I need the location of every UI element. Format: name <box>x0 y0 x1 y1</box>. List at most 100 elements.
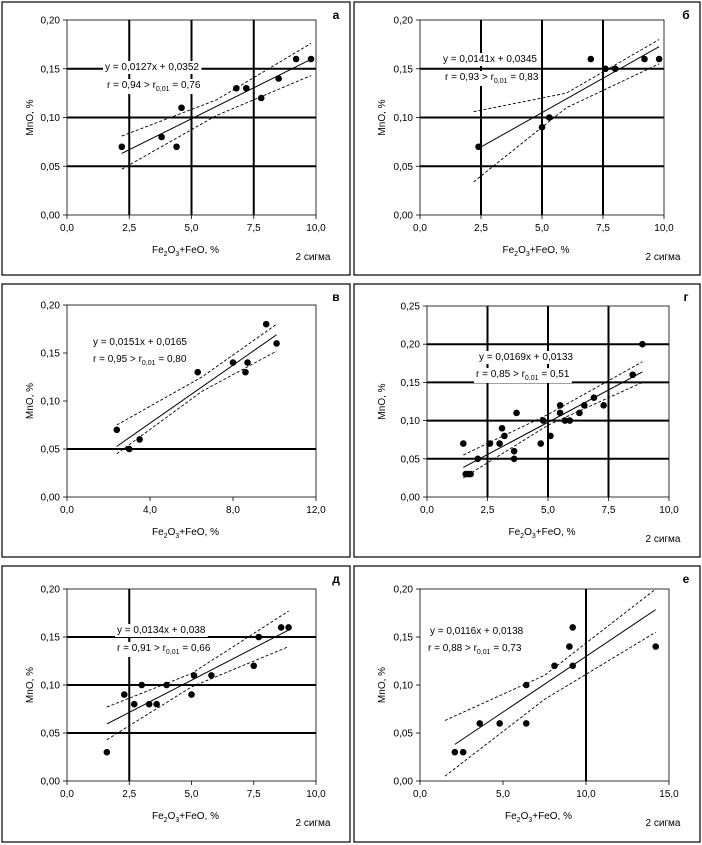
data-point <box>510 447 518 455</box>
sigma-label: 2 сигма <box>645 818 680 829</box>
panel-frame <box>1 565 351 843</box>
regression-equation: y = 0,0127x + 0,0352 <box>105 62 199 73</box>
y-tick-label: 0,25 <box>401 302 421 313</box>
label-background <box>91 336 190 349</box>
data-point <box>244 359 251 366</box>
data-point <box>652 643 660 650</box>
y-tick-label: 0,10 <box>401 416 421 427</box>
data-point <box>273 340 280 347</box>
data-point <box>569 624 577 631</box>
data-point <box>173 143 180 151</box>
x-axis-label: Fe2O3+FeO, % <box>152 811 219 824</box>
label-background <box>105 79 203 94</box>
data-point <box>285 624 292 631</box>
confidence-band-lower <box>116 350 277 455</box>
x-tick-label: 0,0 <box>413 223 427 234</box>
x-tick-label: 8,0 <box>226 505 240 516</box>
data-point <box>277 624 285 631</box>
data-point <box>188 691 195 698</box>
data-point <box>501 432 508 440</box>
panel-letter: а <box>333 8 340 22</box>
x-axis-label: Fe2O3+FeO, % <box>508 527 575 540</box>
regression-equation: y = 0,0151x + 0,0165 <box>93 337 187 348</box>
y-tick-label: 0,20 <box>41 301 61 312</box>
label-background <box>443 71 541 86</box>
x-axis-label: Fe2O3+FeO, % <box>152 527 219 540</box>
x-tick-label: 5,0 <box>185 789 199 800</box>
data-point <box>194 368 202 376</box>
data-point <box>641 55 648 63</box>
data-point <box>250 662 258 670</box>
y-tick-label: 0,00 <box>401 493 421 504</box>
label-background <box>441 53 540 66</box>
data-point <box>496 440 503 447</box>
data-point <box>138 681 145 689</box>
x-axis-label: Fe2O3+FeO, % <box>152 245 219 258</box>
panel-letter: е <box>683 572 690 586</box>
y-tick-label: 0,05 <box>401 454 421 465</box>
data-point <box>522 720 530 727</box>
x-axis-label: Fe2O3+FeO, % <box>505 811 572 824</box>
y-tick-label: 0,00 <box>41 777 61 788</box>
label-background <box>91 353 189 368</box>
y-tick-label: 0,15 <box>394 64 414 75</box>
panel-letter: б <box>682 8 689 22</box>
label-background <box>103 61 202 74</box>
data-point <box>556 402 564 409</box>
panel-letter: г <box>684 290 689 304</box>
data-point <box>255 633 263 641</box>
correlation-text: r = 0,93 > r0,01 = 0,83 <box>445 72 539 85</box>
regression-equation: y = 0,0116x + 0,0138 <box>430 626 524 637</box>
chart-panel-2: 0,0 4,0 8,0 12,0 0,00 0,05 0,10 0,15 0,20 y = 0,0… <box>1 283 351 558</box>
data-point <box>208 672 215 679</box>
data-point <box>496 720 503 727</box>
x-axis-label: Fe2O3+FeO, % <box>502 245 569 258</box>
confidence-band-lower <box>444 631 656 777</box>
y-tick-label: 0,10 <box>41 681 61 692</box>
data-point <box>556 409 564 417</box>
panel-frame <box>1 283 351 558</box>
data-point <box>178 104 185 112</box>
y-tick-label: 0,05 <box>394 729 414 740</box>
confidence-band-upper <box>444 588 656 721</box>
y-tick-label: 0,15 <box>41 64 61 75</box>
sigma-label: 2 сигма <box>295 252 330 263</box>
data-point <box>257 94 265 102</box>
confidence-band-upper <box>473 39 660 113</box>
x-tick-label: 7,5 <box>247 789 261 800</box>
y-tick-label: 0,10 <box>41 397 61 408</box>
y-tick-label: 0,20 <box>394 585 414 596</box>
data-point <box>629 371 636 379</box>
regression-line <box>454 609 656 745</box>
y-tick-label: 0,20 <box>41 16 61 27</box>
x-tick-label: 2,5 <box>474 223 488 234</box>
data-point <box>566 417 574 424</box>
x-tick-label: 10,0 <box>576 789 596 800</box>
data-point <box>655 55 663 63</box>
correlation-text: r = 0,85 > r0,01 = 0,51 <box>476 369 570 382</box>
data-point <box>136 436 143 443</box>
y-axis-label: MnO, % <box>25 383 36 419</box>
label-background <box>426 642 524 657</box>
y-tick-label: 0,15 <box>41 349 61 360</box>
data-point <box>163 681 170 689</box>
y-tick-label: 0,10 <box>394 113 414 124</box>
y-tick-label: 0,20 <box>394 16 414 27</box>
data-point <box>600 402 607 409</box>
correlation-text: r = 0,88 > r0,01 = 0,73 <box>428 643 522 656</box>
y-axis-label: MnO, % <box>25 667 36 703</box>
y-axis-label: MnO, % <box>377 667 388 703</box>
data-point <box>498 424 506 432</box>
data-point <box>145 700 153 708</box>
data-point <box>190 672 198 679</box>
data-point <box>538 123 546 131</box>
x-tick-label: 7,5 <box>247 223 261 234</box>
confidence-band-upper <box>121 43 312 137</box>
data-point <box>551 662 558 670</box>
y-tick-label: 0,20 <box>41 585 61 596</box>
label-background <box>428 625 526 638</box>
y-tick-label: 0,05 <box>394 162 414 173</box>
x-tick-label: 10,0 <box>659 505 679 516</box>
chart-panel-1: 0,0 2,5 5,0 7,5 10,0 0,00 0,05 0,10 0,15 0,20 y = … <box>353 1 701 276</box>
y-tick-label: 0,05 <box>41 445 61 456</box>
